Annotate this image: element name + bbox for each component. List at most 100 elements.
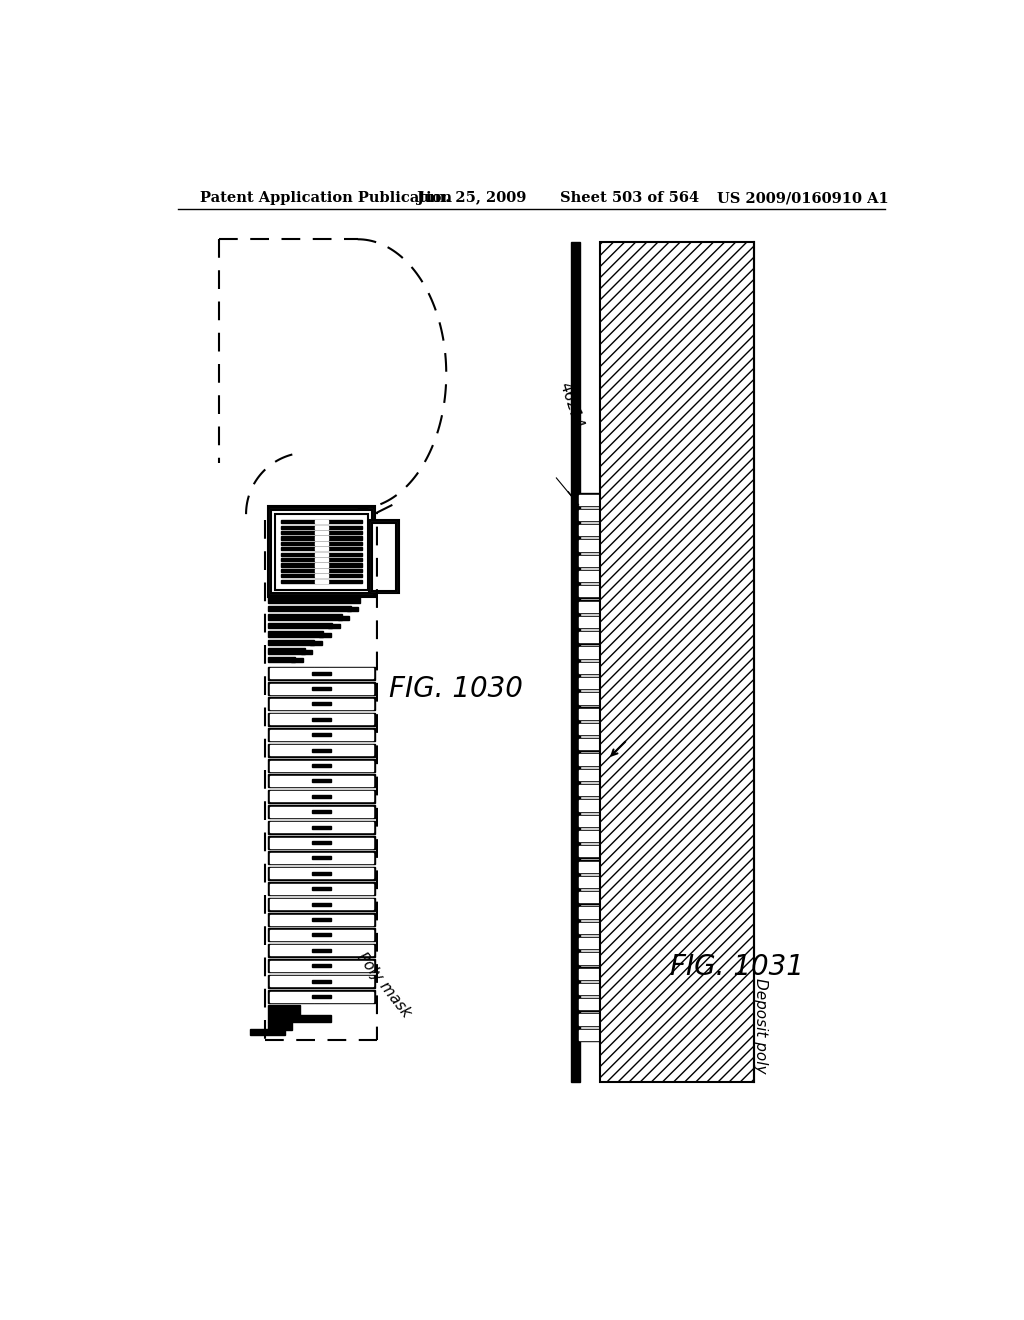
Polygon shape: [580, 647, 599, 657]
Polygon shape: [267, 974, 376, 987]
Polygon shape: [270, 744, 313, 755]
Polygon shape: [580, 832, 599, 841]
Polygon shape: [580, 540, 599, 550]
Polygon shape: [579, 677, 600, 689]
Polygon shape: [315, 564, 328, 566]
Polygon shape: [270, 869, 313, 878]
Polygon shape: [580, 663, 599, 673]
Polygon shape: [315, 548, 328, 550]
Polygon shape: [313, 807, 330, 817]
Polygon shape: [313, 899, 330, 909]
Polygon shape: [579, 937, 600, 949]
Polygon shape: [267, 851, 376, 865]
Polygon shape: [270, 961, 313, 970]
Polygon shape: [580, 999, 599, 1010]
Polygon shape: [313, 961, 330, 970]
Polygon shape: [330, 776, 373, 785]
Polygon shape: [313, 668, 330, 678]
Polygon shape: [270, 714, 313, 725]
Polygon shape: [579, 891, 600, 903]
Polygon shape: [580, 556, 599, 566]
Polygon shape: [330, 668, 373, 678]
Polygon shape: [319, 632, 331, 636]
Polygon shape: [579, 601, 600, 612]
Polygon shape: [580, 693, 599, 704]
Polygon shape: [579, 631, 600, 644]
Polygon shape: [580, 525, 599, 536]
Polygon shape: [580, 862, 599, 871]
Polygon shape: [313, 838, 330, 847]
Polygon shape: [267, 697, 376, 710]
Polygon shape: [315, 569, 328, 572]
Polygon shape: [312, 733, 331, 737]
Polygon shape: [579, 968, 600, 979]
Polygon shape: [580, 846, 599, 857]
Polygon shape: [282, 579, 361, 582]
Polygon shape: [579, 861, 600, 873]
Polygon shape: [313, 730, 330, 739]
Polygon shape: [310, 642, 322, 645]
Polygon shape: [580, 616, 599, 627]
Polygon shape: [313, 915, 330, 924]
Polygon shape: [267, 960, 376, 973]
Polygon shape: [270, 792, 313, 801]
Polygon shape: [330, 961, 373, 970]
Polygon shape: [267, 1006, 331, 1022]
Polygon shape: [580, 892, 599, 903]
Polygon shape: [330, 869, 373, 878]
Polygon shape: [580, 755, 599, 764]
Polygon shape: [270, 700, 313, 709]
Bar: [267, 507, 376, 598]
Polygon shape: [580, 709, 599, 719]
Polygon shape: [580, 1030, 599, 1040]
Polygon shape: [282, 543, 361, 545]
Polygon shape: [270, 884, 313, 894]
Text: FIG. 1030: FIG. 1030: [388, 676, 522, 704]
Polygon shape: [580, 800, 599, 810]
Polygon shape: [270, 776, 313, 785]
Polygon shape: [282, 520, 361, 524]
Bar: [372, 523, 396, 591]
Polygon shape: [313, 776, 330, 785]
Polygon shape: [580, 876, 599, 887]
Polygon shape: [267, 667, 376, 680]
Polygon shape: [579, 524, 600, 536]
Polygon shape: [330, 700, 373, 709]
Polygon shape: [282, 531, 361, 535]
Polygon shape: [267, 648, 304, 653]
Polygon shape: [313, 884, 330, 894]
Polygon shape: [312, 702, 331, 705]
Polygon shape: [313, 822, 330, 832]
Polygon shape: [270, 929, 313, 940]
Polygon shape: [580, 983, 599, 994]
Polygon shape: [579, 799, 600, 812]
Polygon shape: [312, 672, 331, 675]
Polygon shape: [267, 631, 323, 636]
Text: FIG. 1031: FIG. 1031: [670, 953, 804, 981]
Polygon shape: [579, 982, 600, 995]
Polygon shape: [580, 495, 599, 504]
Polygon shape: [312, 857, 331, 859]
Polygon shape: [270, 838, 313, 847]
Polygon shape: [312, 964, 331, 968]
Polygon shape: [580, 510, 599, 520]
Polygon shape: [580, 939, 599, 948]
Polygon shape: [312, 779, 331, 783]
Polygon shape: [270, 684, 313, 693]
Polygon shape: [579, 952, 600, 965]
Polygon shape: [270, 760, 313, 771]
Polygon shape: [282, 574, 361, 577]
Polygon shape: [330, 807, 373, 817]
Polygon shape: [301, 649, 312, 653]
Polygon shape: [282, 569, 361, 572]
Polygon shape: [315, 536, 328, 540]
Polygon shape: [579, 494, 600, 506]
Polygon shape: [579, 907, 600, 919]
Polygon shape: [580, 586, 599, 597]
Polygon shape: [312, 825, 331, 829]
Polygon shape: [579, 768, 600, 781]
Polygon shape: [579, 845, 600, 858]
Polygon shape: [267, 789, 376, 803]
Bar: [271, 511, 372, 594]
Polygon shape: [315, 525, 328, 529]
